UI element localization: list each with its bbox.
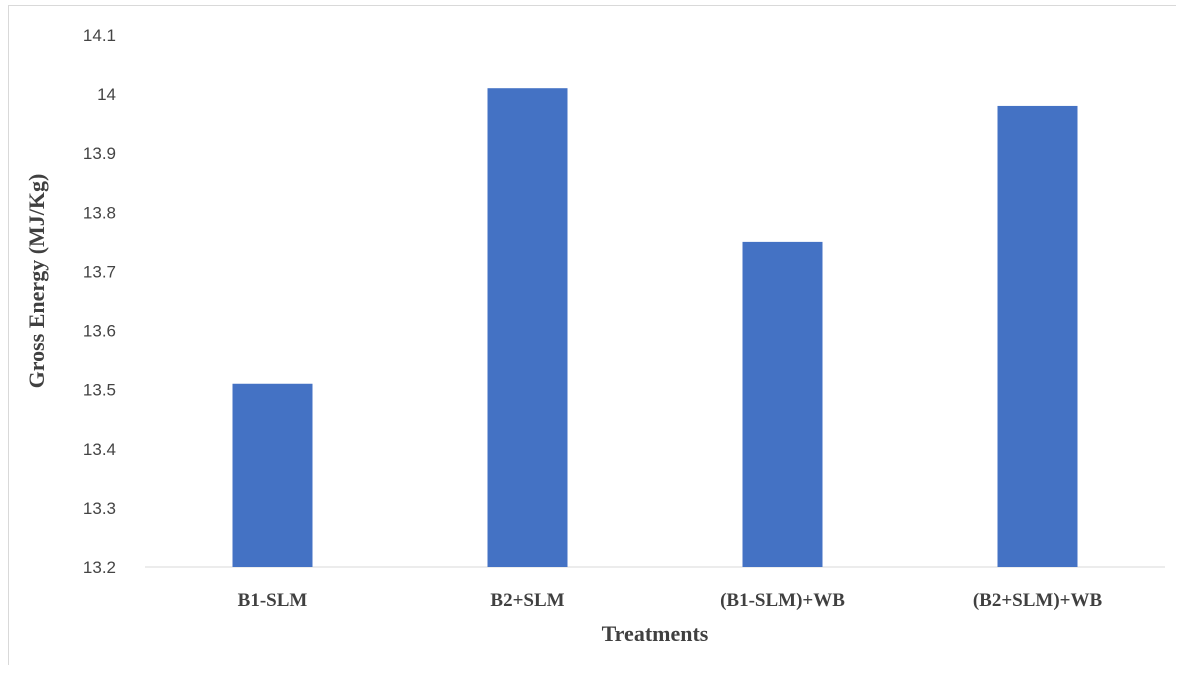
y-tick-label: 13.2 <box>83 558 116 577</box>
y-tick-label: 13.5 <box>83 381 116 400</box>
y-tick-label: 14.1 <box>83 26 116 45</box>
y-tick-label: 13.9 <box>83 144 116 163</box>
chart-frame <box>8 5 1176 665</box>
bar <box>997 105 1078 567</box>
y-axis-title: Gross Energy (MJ/Kg) <box>24 174 49 389</box>
x-tick-label: B2+SLM <box>490 590 564 611</box>
bar <box>742 241 823 567</box>
bar <box>232 383 313 567</box>
bars <box>232 88 1078 567</box>
y-tick-label: 13.7 <box>83 262 116 281</box>
y-tick-label: 13.8 <box>83 203 116 222</box>
y-tick-label: 14 <box>97 85 116 104</box>
bar <box>487 88 568 567</box>
y-tick-label: 13.4 <box>83 440 116 459</box>
y-tick-label: 13.3 <box>83 499 116 518</box>
y-tick-label: 13.6 <box>83 322 116 341</box>
y-axis-ticks: 13.2 13.3 13.4 13.5 13.6 13.7 13.8 13.9 14 14.1 <box>83 26 116 577</box>
x-tick-label: (B1-SLM)+WB <box>720 590 845 611</box>
x-tick-label: (B2+SLM)+WB <box>973 590 1103 611</box>
x-tick-label: B1-SLM <box>238 590 308 611</box>
x-axis-title: Treatments <box>602 621 709 646</box>
x-axis-ticks: B1-SLM B2+SLM (B1-SLM)+WB (B2+SLM)+WB <box>238 590 1103 611</box>
